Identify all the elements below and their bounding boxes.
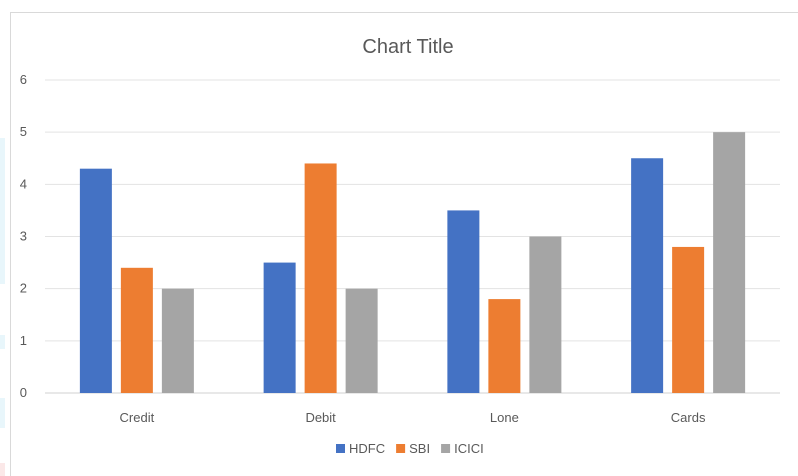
bar-hdfc-cards	[631, 158, 664, 393]
bar-icici-cards	[713, 132, 746, 393]
edge-strip	[0, 335, 5, 349]
y-tick-label: 0	[20, 385, 27, 400]
y-tick-label: 5	[20, 124, 27, 139]
bar-sbi-lone	[488, 299, 521, 393]
x-axis-ticks: Credit Debit Lone Cards	[120, 410, 706, 425]
chart-title: Chart Title	[362, 36, 453, 58]
bar-icici-debit	[345, 288, 378, 393]
chart-frame	[10, 12, 798, 476]
legend-label: HDFC	[349, 441, 385, 456]
x-tick-label: Debit	[305, 410, 336, 425]
bar-hdfc-lone	[447, 210, 480, 393]
legend-label: ICICI	[454, 441, 484, 456]
grid-lines	[45, 79, 780, 394]
x-tick-label: Lone	[490, 410, 519, 425]
y-tick-label: 2	[20, 281, 27, 296]
legend-swatch	[441, 444, 451, 453]
bar-hdfc-debit	[263, 262, 296, 393]
bar-sbi-cards	[672, 246, 705, 393]
bar-hdfc-credit	[79, 168, 112, 393]
x-tick-label: Credit	[120, 410, 155, 425]
bar-sbi-debit	[304, 163, 337, 393]
edge-strip	[0, 398, 5, 428]
y-axis-ticks: 0 1 2 3 4 5 6	[20, 72, 27, 400]
legend-swatch	[336, 444, 345, 453]
legend: HDFC SBI ICICI	[336, 441, 484, 456]
bar-sbi-credit	[120, 267, 153, 393]
y-tick-label: 3	[20, 229, 27, 244]
legend-swatch	[396, 444, 406, 453]
x-tick-label: Cards	[671, 410, 706, 425]
y-tick-label: 4	[20, 176, 27, 191]
y-tick-label: 6	[20, 72, 27, 87]
edge-strip	[0, 463, 5, 476]
bar-icici-lone	[529, 236, 562, 393]
bar-icici-credit	[161, 288, 194, 393]
bars	[79, 132, 746, 393]
legend-label: SBI	[409, 441, 430, 456]
y-tick-label: 1	[20, 333, 27, 348]
edge-strip	[0, 138, 5, 284]
